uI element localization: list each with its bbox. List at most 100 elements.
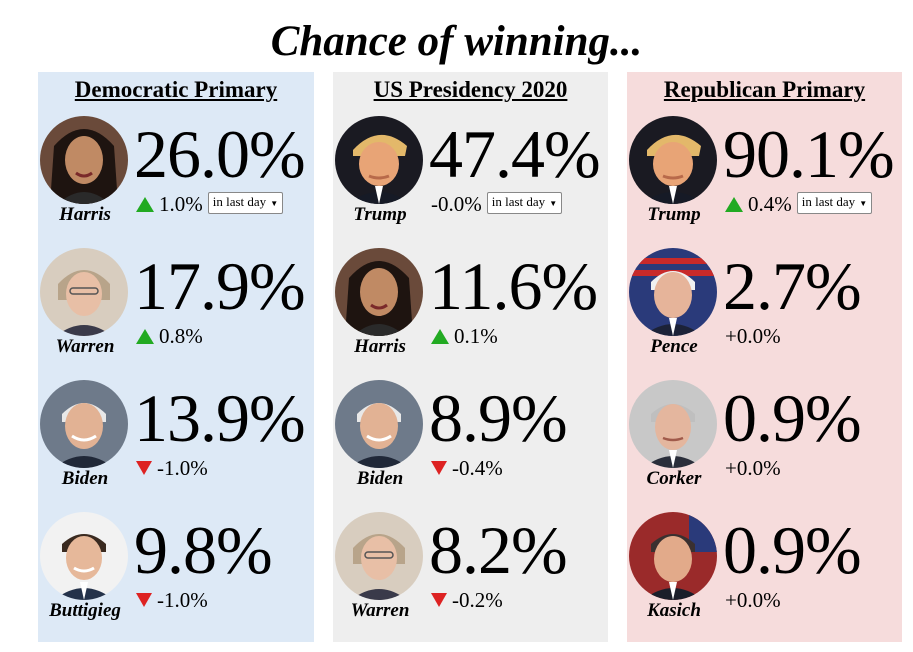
change-row: 1.0% in last day ▼ [136, 191, 284, 217]
caret-down-icon: ▼ [270, 198, 279, 208]
avatar [335, 512, 423, 600]
candidate-percent: 90.1% [723, 116, 895, 192]
candidate-card: Harris 11.6% 0.1% [333, 248, 608, 378]
avatar [40, 512, 128, 600]
change-row: +0.0% [725, 587, 781, 613]
candidate-name: Trump [353, 204, 407, 225]
change-value: 1.0% [159, 192, 203, 216]
candidate-card: Warren 8.2% -0.2% [333, 512, 608, 642]
change-row: 0.1% [431, 323, 498, 349]
period-select-value: in last day [212, 194, 267, 210]
candidate-name: Corker [646, 468, 702, 489]
change-value: 0.1% [454, 324, 498, 348]
change-value: -0.2% [452, 588, 503, 612]
candidate-card: Harris 26.0% 1.0% in last day ▼ [38, 116, 314, 246]
portrait-trump-icon [629, 116, 717, 204]
column-heading[interactable]: Republican Primary [663, 77, 866, 102]
portrait-trump-icon [335, 116, 423, 204]
change-row: -0.0% in last day ▼ [431, 191, 563, 217]
caret-down-icon: ▼ [859, 198, 868, 208]
arrow-down-icon [431, 461, 447, 475]
column-heading[interactable]: Democratic Primary [74, 77, 278, 102]
change-value: +0.0% [725, 588, 781, 612]
change-value: 0.4% [748, 192, 792, 216]
candidate-card: Corker 0.9% +0.0% [627, 380, 902, 510]
period-select[interactable]: in last day ▼ [796, 192, 873, 214]
candidate-name: Kasich [647, 600, 701, 621]
arrow-down-icon [136, 461, 152, 475]
candidate-card: Trump 90.1% 0.4% in last day ▼ [627, 116, 902, 246]
portrait-corker-icon [629, 380, 717, 468]
candidate-percent: 8.9% [429, 380, 568, 456]
change-value: -1.0% [157, 588, 208, 612]
portrait-biden-icon [40, 380, 128, 468]
change-row: -0.2% [431, 587, 503, 613]
change-value: +0.0% [725, 324, 781, 348]
change-value: -1.0% [157, 456, 208, 480]
candidate-card: Buttigieg 9.8% -1.0% [38, 512, 314, 642]
portrait-harris-icon [335, 248, 423, 336]
avatar [335, 116, 423, 204]
period-select-value: in last day [801, 194, 856, 210]
change-value: 0.8% [159, 324, 203, 348]
candidate-percent: 0.9% [723, 512, 862, 588]
change-row: 0.8% [136, 323, 203, 349]
arrow-up-icon [136, 328, 154, 344]
change-row: -1.0% [136, 587, 208, 613]
portrait-warren-icon [335, 512, 423, 600]
candidate-percent: 11.6% [429, 248, 598, 324]
avatar [40, 116, 128, 204]
candidate-name: Harris [59, 204, 111, 225]
candidate-card: Pence 2.7% +0.0% [627, 248, 902, 378]
avatar [335, 248, 423, 336]
column-us-presidency: US Presidency 2020 Trump 47.4% -0.0% in … [333, 72, 608, 642]
arrow-up-icon [725, 196, 743, 212]
change-row: 0.4% in last day ▼ [725, 191, 873, 217]
portrait-pence-icon [629, 248, 717, 336]
portrait-biden-icon [335, 380, 423, 468]
candidate-name: Biden [356, 468, 404, 489]
candidate-percent: 9.8% [134, 512, 273, 588]
column-democratic-primary: Democratic Primary Harris 26.0% 1.0% in … [38, 72, 314, 642]
change-row: -1.0% [136, 455, 208, 481]
candidate-percent: 13.9% [134, 380, 306, 456]
page-title: Chance of winning... [270, 18, 643, 65]
change-row: +0.0% [725, 323, 781, 349]
portrait-warren-icon [40, 248, 128, 336]
candidate-name: Trump [647, 204, 701, 225]
avatar [629, 248, 717, 336]
candidate-name: Warren [55, 336, 115, 357]
change-row: +0.0% [725, 455, 781, 481]
candidate-name: Warren [350, 600, 410, 621]
candidate-name: Pence [650, 336, 698, 357]
column-republican-primary: Republican Primary Trump 90.1% 0.4% in l… [627, 72, 902, 642]
candidate-card: Warren 17.9% 0.8% [38, 248, 314, 378]
column-heading[interactable]: US Presidency 2020 [373, 77, 568, 102]
candidate-percent: 0.9% [723, 380, 862, 456]
arrow-down-icon [136, 593, 152, 607]
avatar [335, 380, 423, 468]
change-value: -0.0% [431, 192, 482, 216]
candidate-percent: 26.0% [134, 116, 306, 192]
portrait-harris-icon [40, 116, 128, 204]
arrow-up-icon [136, 196, 154, 212]
change-value: +0.0% [725, 456, 781, 480]
change-row: -0.4% [431, 455, 503, 481]
period-select[interactable]: in last day ▼ [207, 192, 284, 214]
avatar [629, 512, 717, 600]
period-select-value: in last day [491, 194, 546, 210]
change-value: -0.4% [452, 456, 503, 480]
period-select[interactable]: in last day ▼ [486, 192, 563, 214]
candidate-percent: 8.2% [429, 512, 568, 588]
avatar [40, 380, 128, 468]
arrow-down-icon [431, 593, 447, 607]
candidate-card: Biden 13.9% -1.0% [38, 380, 314, 510]
candidate-card: Kasich 0.9% +0.0% [627, 512, 902, 642]
avatar [40, 248, 128, 336]
portrait-buttigieg-icon [40, 512, 128, 600]
arrow-up-icon [431, 328, 449, 344]
candidate-card: Trump 47.4% -0.0% in last day ▼ [333, 116, 608, 246]
candidate-name: Buttigieg [49, 600, 121, 621]
candidate-name: Biden [61, 468, 109, 489]
candidate-percent: 47.4% [429, 116, 601, 192]
